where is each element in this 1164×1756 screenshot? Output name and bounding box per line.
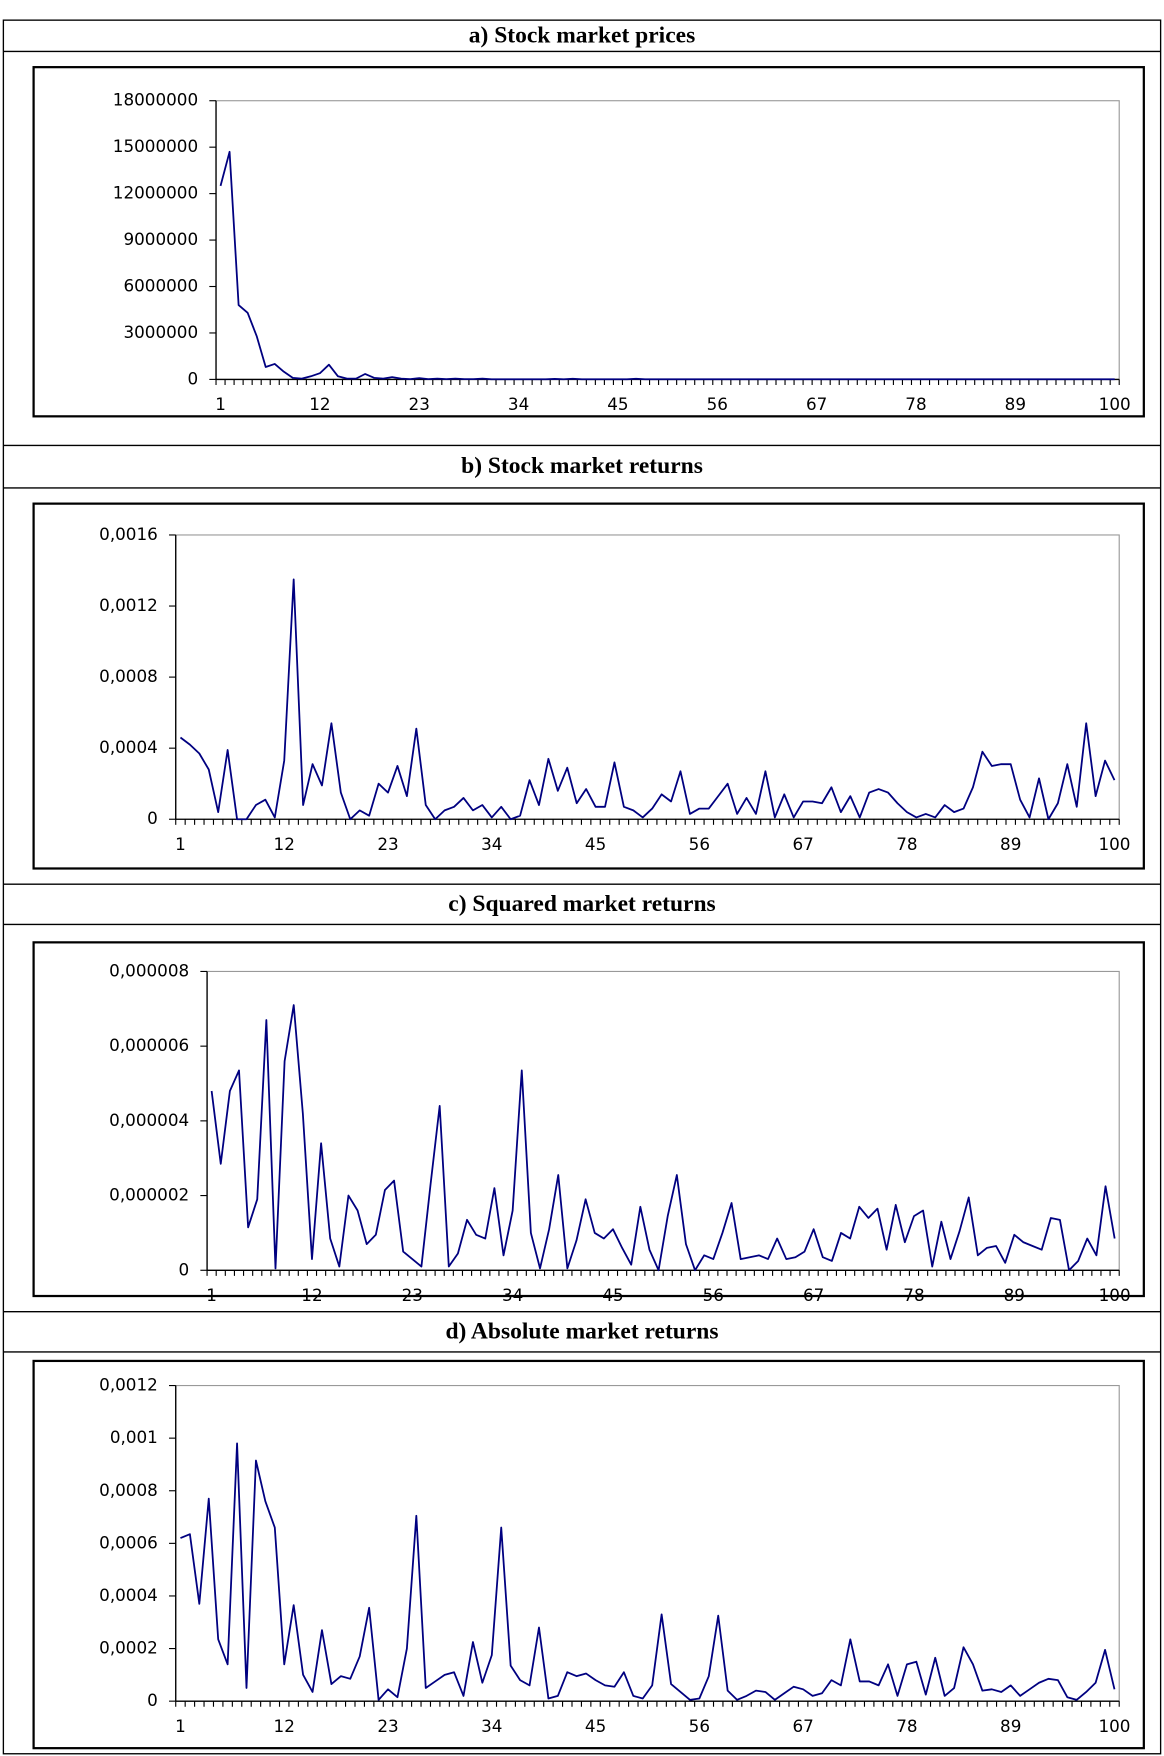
x-tick-label: 1: [215, 394, 226, 414]
x-tick-label: 12: [309, 394, 330, 414]
x-tick-label: 78: [896, 1716, 917, 1736]
x-tick-label: 56: [707, 394, 728, 414]
x-tick-label: 56: [703, 1285, 724, 1305]
y-tick-label: 0,0012: [99, 1375, 158, 1395]
y-tick-label: 0: [178, 1259, 189, 1279]
y-tick-label: 0,000008: [109, 960, 189, 980]
x-tick-label: 67: [792, 1716, 813, 1736]
x-tick-label: 56: [689, 834, 710, 854]
x-tick-label: 12: [274, 1716, 295, 1736]
y-tick-label: 0,0004: [99, 1585, 158, 1605]
panel-title: c) Squared market returns: [448, 891, 715, 917]
y-tick-label: 0,0006: [99, 1532, 158, 1552]
y-tick-label: 3000000: [123, 322, 198, 342]
x-tick-label: 12: [301, 1285, 322, 1305]
x-tick-label: 45: [585, 834, 606, 854]
x-tick-label: 45: [607, 394, 628, 414]
chart-box: [32, 66, 1145, 418]
x-tick-label: 100: [1099, 1285, 1131, 1305]
data-line: [179, 578, 1116, 821]
y-tick-label: 0,001: [110, 1427, 158, 1447]
y-tick-label: 12000000: [113, 183, 198, 203]
x-tick-label: 1: [175, 834, 186, 854]
plot-area: [175, 1384, 1120, 1702]
x-tick-label: 100: [1098, 834, 1130, 854]
y-tick-label: 0: [147, 1690, 158, 1710]
chart-box: [32, 1359, 1145, 1750]
plot-area: [215, 100, 1120, 380]
x-tick-label: 56: [689, 1716, 710, 1736]
x-tick-label: 100: [1098, 1716, 1130, 1736]
x-tick-label: 89: [1004, 1285, 1025, 1305]
y-tick-label: 0,0008: [99, 666, 158, 686]
table-border: [2, 19, 1162, 1755]
y-tick-label: 0: [147, 808, 158, 828]
data-line: [210, 1004, 1116, 1272]
x-tick-label: 23: [409, 394, 430, 414]
chart-box: [32, 941, 1145, 1298]
x-tick-label: 1: [206, 1285, 217, 1305]
x-tick-label: 78: [896, 834, 917, 854]
x-tick-label: 34: [481, 834, 502, 854]
x-tick-label: 67: [792, 834, 813, 854]
x-tick-label: 12: [274, 834, 295, 854]
x-tick-label: 23: [377, 834, 398, 854]
chart-box: [32, 502, 1145, 870]
x-tick-label: 1: [175, 1716, 186, 1736]
y-tick-label: 9000000: [123, 229, 198, 249]
data-line: [219, 150, 1115, 381]
y-tick-label: 0,0016: [99, 524, 158, 544]
panel-title: d) Absolute market returns: [445, 1318, 718, 1344]
x-tick-label: 45: [602, 1285, 623, 1305]
panel-title: a) Stock market prices: [469, 22, 695, 48]
x-tick-label: 23: [377, 1716, 398, 1736]
x-tick-label: 100: [1099, 394, 1131, 414]
y-tick-label: 0: [187, 368, 198, 388]
y-tick-label: 15000000: [113, 136, 198, 156]
x-tick-label: 89: [1000, 1716, 1021, 1736]
y-tick-label: 0,0004: [99, 737, 158, 757]
x-tick-label: 34: [508, 394, 529, 414]
x-tick-label: 34: [481, 1716, 502, 1736]
y-tick-label: 0,0012: [99, 595, 158, 615]
y-tick-label: 0,0002: [99, 1638, 158, 1658]
y-tick-label: 0,000004: [109, 1110, 189, 1130]
x-tick-label: 89: [1000, 834, 1021, 854]
y-tick-label: 0,000006: [109, 1035, 189, 1055]
y-tick-label: 0,0008: [99, 1480, 158, 1500]
y-tick-label: 6000000: [123, 276, 198, 296]
x-tick-label: 67: [803, 1285, 824, 1305]
y-tick-label: 0,000002: [109, 1185, 189, 1205]
x-tick-label: 45: [585, 1716, 606, 1736]
data-line: [180, 1442, 1116, 1701]
x-tick-label: 34: [502, 1285, 523, 1305]
x-tick-label: 23: [402, 1285, 423, 1305]
x-tick-label: 78: [903, 1285, 924, 1305]
y-tick-label: 18000000: [113, 90, 198, 110]
panel-title: b) Stock market returns: [461, 453, 703, 479]
x-tick-label: 89: [1005, 394, 1026, 414]
x-tick-label: 67: [806, 394, 827, 414]
x-tick-label: 78: [905, 394, 926, 414]
